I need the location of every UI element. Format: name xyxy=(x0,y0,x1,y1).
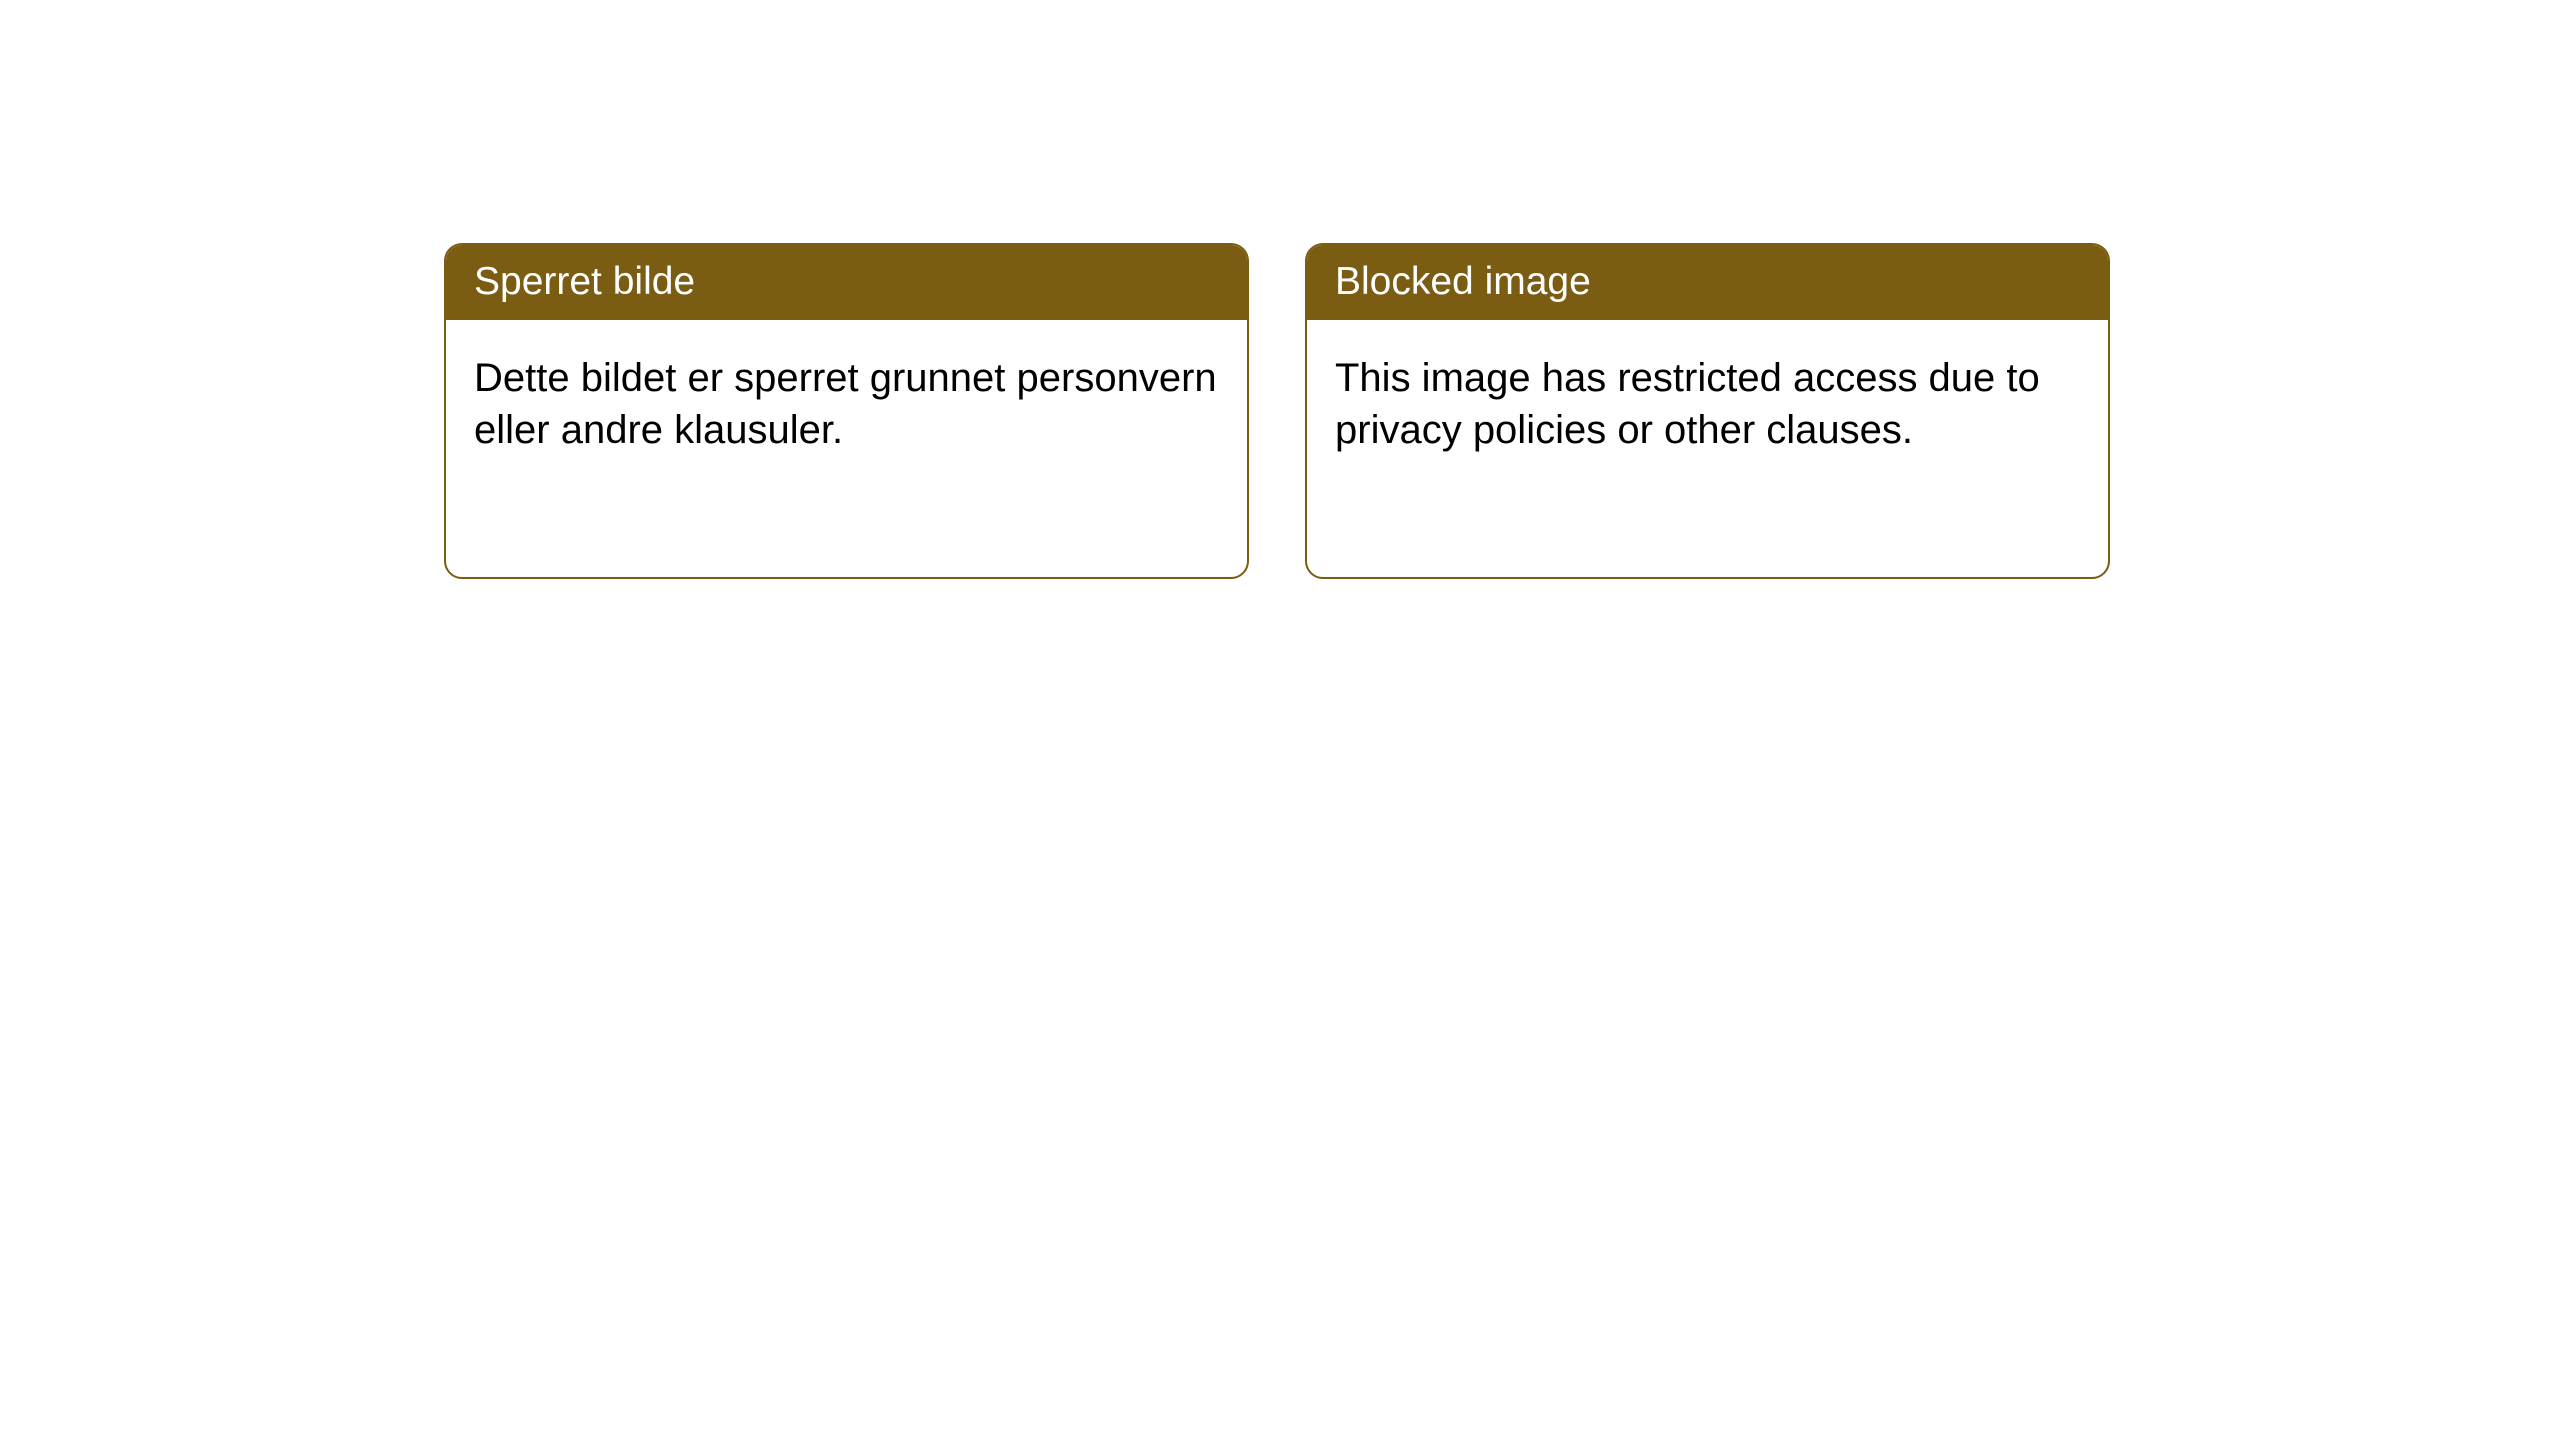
cards-container: Sperret bilde Dette bildet er sperret gr… xyxy=(444,243,2110,579)
card-header-english: Blocked image xyxy=(1307,245,2108,320)
blocked-image-card-english: Blocked image This image has restricted … xyxy=(1305,243,2110,579)
card-body-english: This image has restricted access due to … xyxy=(1307,320,2108,488)
blocked-image-card-norwegian: Sperret bilde Dette bildet er sperret gr… xyxy=(444,243,1249,579)
card-body-norwegian: Dette bildet er sperret grunnet personve… xyxy=(446,320,1247,488)
card-header-norwegian: Sperret bilde xyxy=(446,245,1247,320)
